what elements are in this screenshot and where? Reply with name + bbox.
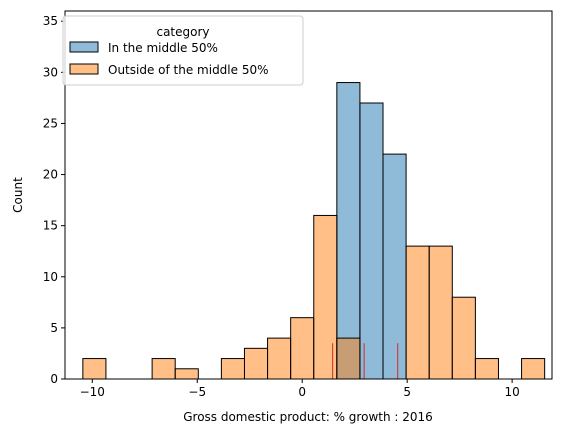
legend-label-middle: In the middle 50% (108, 41, 218, 55)
bar-outside-7 (243, 347, 269, 380)
bar-outside-15 (428, 245, 453, 380)
bar-middle-12 (359, 102, 384, 380)
bar-middle-13 (382, 153, 407, 380)
bar-outside-19 (521, 358, 546, 380)
x-axis-label: Gross domestic product: % growth : 2016 (183, 410, 433, 424)
y-tick-label: 20 (43, 168, 58, 182)
bar-outside-4 (174, 368, 199, 380)
y-axis-label: Count (11, 177, 25, 213)
legend-label-outside: Outside of the middle 50% (108, 63, 269, 77)
legend-title: category (156, 25, 209, 39)
legend: category In the middle 50% Outside of th… (62, 15, 304, 86)
x-axis-ticks: −10 −5 0 5 10 (80, 379, 520, 399)
legend-swatch-middle (69, 41, 99, 53)
x-tick-label: 10 (504, 385, 519, 399)
y-tick-label: 15 (43, 219, 58, 233)
x-tick-label: −10 (80, 385, 105, 399)
y-tick-label: 10 (43, 270, 58, 284)
bar-outside-14 (405, 245, 430, 380)
plot-frame (64, 10, 553, 380)
quartile-lines (332, 343, 399, 379)
bar-outside-16 (451, 296, 476, 380)
bar-outside-10 (313, 214, 338, 380)
bar-outside-6 (220, 358, 245, 380)
y-tick-label: 0 (50, 372, 58, 386)
bar-outside-9 (290, 317, 315, 380)
y-tick-label: 5 (50, 321, 58, 335)
bar-middle-11 (336, 82, 361, 380)
bar-outside-3 (151, 358, 176, 380)
y-tick-label: 25 (43, 116, 58, 130)
x-tick-label: 5 (403, 385, 411, 399)
bar-outside-8 (267, 337, 292, 380)
y-axis-ticks: 0 5 10 15 20 25 30 35 (43, 14, 65, 386)
y-tick-label: 35 (43, 14, 58, 28)
bar-outside-17 (474, 358, 499, 380)
y-tick-label: 30 (43, 65, 58, 79)
bar-outside-0 (82, 358, 107, 380)
bar-outside-11 (336, 337, 361, 380)
legend-swatch-outside (69, 63, 99, 75)
x-tick-label: −5 (188, 385, 206, 399)
histogram-bars (82, 82, 546, 380)
legend-box (62, 15, 304, 86)
x-tick-label: 0 (298, 385, 306, 399)
